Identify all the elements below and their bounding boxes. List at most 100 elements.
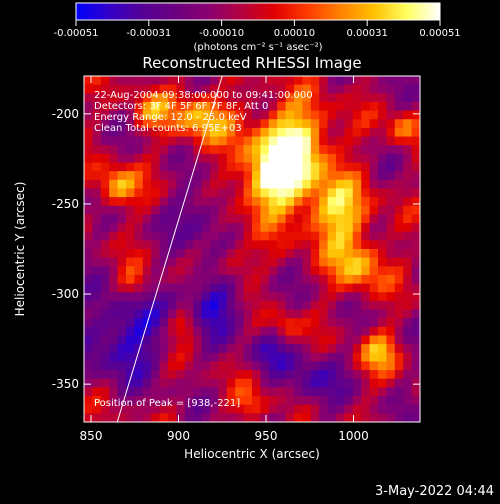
heatmap-cell [352, 240, 362, 250]
heatmap-cell [394, 110, 404, 120]
heatmap-cell [168, 136, 177, 146]
heatmap-cell [252, 326, 261, 337]
heatmap-cell [327, 136, 337, 146]
heatmap-cell [277, 387, 287, 397]
heatmap-cell [134, 101, 144, 112]
heatmap-cell [268, 378, 278, 388]
heatmap-cell [336, 188, 345, 198]
heatmap-cell [226, 240, 236, 250]
heatmap-cell [117, 93, 127, 103]
heatmap-cell [210, 93, 219, 103]
heatmap-cell [260, 205, 270, 215]
heatmap-cell [344, 266, 354, 276]
heatmap-cell [252, 179, 261, 190]
heatmap-cell [268, 153, 278, 164]
heatmap-cell [268, 110, 278, 120]
heatmap-cell [176, 249, 186, 259]
heatmap-cell [361, 335, 371, 345]
heatmap-cell [243, 387, 253, 397]
heatmap-cell [319, 84, 329, 94]
heatmap-cell [319, 326, 329, 337]
heatmap-cell [100, 404, 110, 414]
heatmap-cell [268, 318, 278, 328]
heatmap-cell [210, 145, 219, 155]
heatmap-cell [109, 257, 119, 267]
heatmap-cell [361, 153, 371, 164]
heatmap-cell [252, 300, 261, 311]
heatmap-cell [243, 266, 253, 276]
heatmap-cell [369, 127, 379, 138]
heatmap-cell [327, 145, 337, 155]
heatmap-cell [361, 344, 371, 354]
heatmap-cell [193, 205, 203, 215]
heatmap-cell [386, 171, 396, 181]
heatmap-cell [319, 214, 329, 224]
heatmap-cell [344, 370, 354, 380]
heatmap-cell [151, 396, 161, 406]
heatmap-cell [126, 344, 135, 354]
heatmap-cell [403, 153, 413, 164]
heatmap-cell [176, 179, 186, 190]
heatmap-cell [117, 231, 127, 241]
heatmap-cell [84, 162, 93, 172]
heatmap-cell [218, 119, 228, 129]
heatmap-cell [168, 257, 177, 267]
heatmap-cell [394, 326, 404, 337]
heatmap-cell [218, 214, 228, 224]
heatmap-cell [226, 361, 236, 371]
heatmap-cell [193, 223, 203, 233]
heatmap-cell [327, 318, 337, 328]
heatmap-cell [210, 413, 219, 422]
heatmap-cell [285, 387, 295, 397]
heatmap-cell [159, 76, 169, 86]
heatmap-cell [201, 387, 211, 397]
heatmap-cell [411, 318, 420, 328]
heatmap-cell [100, 387, 110, 397]
heatmap-cell [361, 396, 371, 406]
heatmap-cell [142, 179, 152, 190]
heatmap-cell [235, 387, 245, 397]
heatmap-cell [310, 335, 320, 345]
heatmap-cell [201, 404, 211, 414]
heatmap-cell [294, 292, 303, 302]
heatmap-cell [168, 145, 177, 155]
heatmap-cell [176, 76, 186, 86]
heatmap-cell [109, 318, 119, 328]
heatmap-cell [252, 257, 261, 267]
heatmap-cell [210, 378, 219, 388]
heatmap-cell [277, 119, 287, 129]
heatmap-cell [142, 153, 152, 164]
heatmap-cell [92, 344, 102, 354]
heatmap-cell [117, 223, 127, 233]
heatmap-cell [193, 188, 203, 198]
heatmap-cell [159, 127, 169, 138]
heatmap-cell [394, 413, 404, 422]
heatmap-cell [411, 378, 420, 388]
heatmap-cell [361, 171, 371, 181]
heatmap-cell [369, 266, 379, 276]
heatmap-cell [411, 292, 420, 302]
heatmap-cell [344, 292, 354, 302]
heatmap-cell [336, 266, 345, 276]
heatmap-cell [411, 352, 420, 363]
heatmap-cell [151, 257, 161, 267]
heatmap-cell [184, 335, 194, 345]
heatmap-cell [319, 318, 329, 328]
heatmap-cell [260, 266, 270, 276]
heatmap-cell [344, 145, 354, 155]
heatmap-cell [235, 162, 245, 172]
heatmap-cell [302, 396, 312, 406]
heatmap-cell [260, 370, 270, 380]
heatmap-cell [394, 84, 404, 94]
heatmap-cell [117, 361, 127, 371]
heatmap-cell [226, 274, 236, 285]
heatmap-cell [151, 240, 161, 250]
heatmap-cell [268, 162, 278, 172]
heatmap-cell [126, 101, 135, 112]
heatmap-cell [159, 188, 169, 198]
heatmap-cell [361, 223, 371, 233]
heatmap-cell [176, 361, 186, 371]
heatmap-cell [327, 326, 337, 337]
heatmap-cell [310, 101, 320, 112]
heatmap-cell [193, 119, 203, 129]
